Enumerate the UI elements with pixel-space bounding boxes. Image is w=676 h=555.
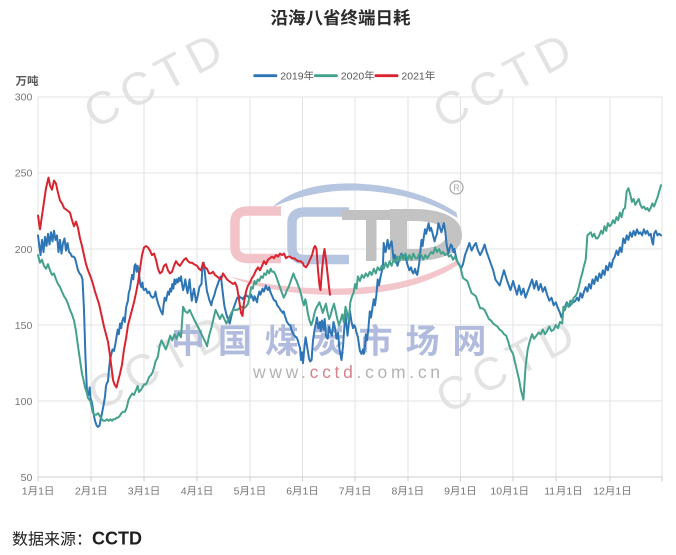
svg-text:2: 2 (75, 486, 81, 498)
svg-text:1: 1 (144, 486, 150, 498)
svg-text:2019: 2019 (280, 70, 304, 82)
svg-text:R: R (453, 183, 460, 193)
svg-text:1: 1 (355, 486, 361, 498)
svg-text:1: 1 (566, 486, 572, 498)
svg-text:250: 250 (15, 168, 33, 180)
svg-text:1: 1 (197, 486, 203, 498)
svg-text:300: 300 (15, 92, 33, 104)
svg-text:1: 1 (460, 486, 466, 498)
svg-text:www.cctd.com.cn: www.cctd.com.cn (252, 362, 444, 382)
svg-text:5: 5 (234, 486, 240, 498)
svg-text:100: 100 (15, 396, 33, 408)
svg-text:10: 10 (490, 486, 502, 498)
svg-text:12: 12 (593, 486, 605, 498)
svg-text:150: 150 (15, 320, 33, 332)
svg-text:7: 7 (339, 486, 345, 498)
svg-text:1: 1 (250, 486, 256, 498)
svg-text:1: 1 (513, 486, 519, 498)
svg-text:3: 3 (128, 486, 134, 498)
svg-text:1: 1 (38, 486, 44, 498)
svg-text:1: 1 (91, 486, 97, 498)
svg-text:1: 1 (408, 486, 414, 498)
svg-text:1: 1 (303, 486, 309, 498)
svg-text:CCTD: CCTD (92, 529, 142, 549)
svg-text:8: 8 (392, 486, 398, 498)
svg-text:4: 4 (181, 486, 187, 498)
svg-text:6: 6 (286, 486, 292, 498)
svg-text:11: 11 (544, 486, 555, 498)
svg-text:2020: 2020 (341, 70, 365, 82)
svg-text:1: 1 (22, 486, 28, 498)
svg-text:1: 1 (615, 486, 621, 498)
svg-text:2021: 2021 (401, 70, 425, 82)
svg-text:200: 200 (15, 244, 33, 256)
svg-text:50: 50 (21, 472, 33, 484)
svg-text:9: 9 (444, 486, 450, 498)
